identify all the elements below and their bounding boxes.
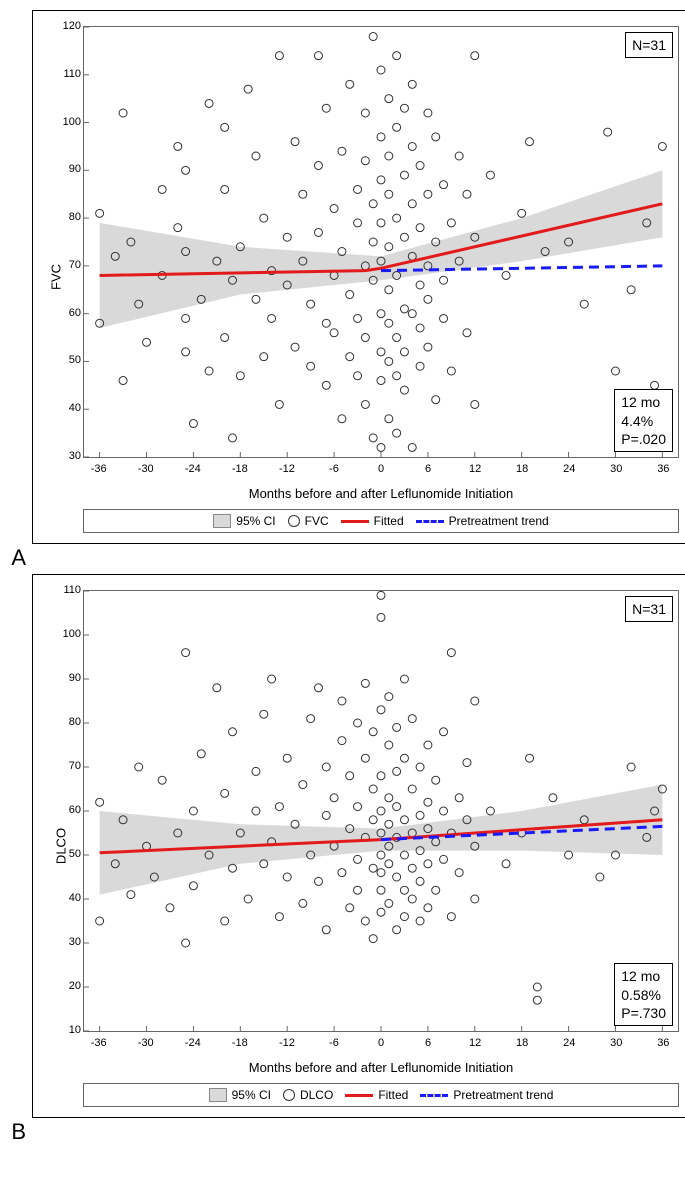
stats-line: 12 mo bbox=[621, 393, 666, 411]
fitted-line-icon bbox=[345, 1094, 373, 1097]
panel-b-label: B bbox=[11, 1119, 31, 1145]
y-axis-label-a: FVC bbox=[49, 264, 64, 290]
x-axis-label-a: Months before and after Leflunomide Init… bbox=[83, 486, 679, 501]
pretrend-line-icon bbox=[420, 1094, 448, 1097]
legend-text: DLCO bbox=[300, 1088, 333, 1102]
legend-item-fitted: Fitted bbox=[345, 1088, 408, 1102]
legend-item-pretrend: Pretreatment trend bbox=[420, 1088, 553, 1102]
legend-a: 95% CI FVC Fitted Pretreatment trend bbox=[83, 509, 679, 533]
legend-text: Fitted bbox=[378, 1088, 408, 1102]
legend-item-ci: 95% CI bbox=[209, 1088, 271, 1102]
stats-line: 0.58% bbox=[621, 986, 666, 1004]
panel-a-label: A bbox=[11, 545, 31, 571]
ci-swatch-icon bbox=[209, 1088, 227, 1102]
x-axis-ticks-a: -36-30-24-18-12-6061218243036 bbox=[83, 463, 679, 481]
legend-text: Pretreatment trend bbox=[453, 1088, 553, 1102]
legend-item-marker: FVC bbox=[288, 514, 329, 528]
plot-area-a: N=31 12 mo 4.4% P=.020 bbox=[83, 26, 679, 458]
legend-text: 95% CI bbox=[236, 514, 275, 528]
legend-text: 95% CI bbox=[232, 1088, 271, 1102]
y-axis-ticks-a: 30405060708090100110120 bbox=[61, 26, 81, 456]
circle-marker-icon bbox=[288, 515, 300, 527]
circle-marker-icon bbox=[283, 1089, 295, 1101]
legend-text: Pretreatment trend bbox=[449, 514, 549, 528]
y-axis-label-b: DLCO bbox=[54, 828, 69, 864]
legend-text: FVC bbox=[305, 514, 329, 528]
stats-line: 4.4% bbox=[621, 412, 666, 430]
y-axis-ticks-b: 102030405060708090100110 bbox=[61, 590, 81, 1030]
legend-item-pretrend: Pretreatment trend bbox=[416, 514, 549, 528]
panel-b: B 102030405060708090100110 DLCO N=31 12 … bbox=[32, 574, 685, 1118]
chart-svg-a bbox=[84, 27, 678, 457]
x-axis-ticks-b: -36-30-24-18-12-6061218243036 bbox=[83, 1037, 679, 1055]
legend-item-marker: DLCO bbox=[283, 1088, 333, 1102]
pretrend-line-icon bbox=[416, 520, 444, 523]
ci-swatch-icon bbox=[213, 514, 231, 528]
stats-box-a: 12 mo 4.4% P=.020 bbox=[614, 389, 673, 452]
panel-a: A 30405060708090100110120 FVC N=31 12 mo… bbox=[32, 10, 685, 544]
stats-line: 12 mo bbox=[621, 967, 666, 985]
legend-text: Fitted bbox=[374, 514, 404, 528]
x-axis-label-b: Months before and after Leflunomide Init… bbox=[83, 1060, 679, 1075]
legend-item-fitted: Fitted bbox=[341, 514, 404, 528]
fitted-line-icon bbox=[341, 520, 369, 523]
stats-line: P=.730 bbox=[621, 1004, 666, 1022]
n-box-b: N=31 bbox=[625, 596, 673, 622]
plot-area-b: N=31 12 mo 0.58% P=.730 bbox=[83, 590, 679, 1032]
n-box-a: N=31 bbox=[625, 32, 673, 58]
stats-line: P=.020 bbox=[621, 430, 666, 448]
legend-item-ci: 95% CI bbox=[213, 514, 275, 528]
chart-svg-b bbox=[84, 591, 678, 1031]
stats-box-b: 12 mo 0.58% P=.730 bbox=[614, 963, 673, 1026]
legend-b: 95% CI DLCO Fitted Pretreatment trend bbox=[83, 1083, 679, 1107]
